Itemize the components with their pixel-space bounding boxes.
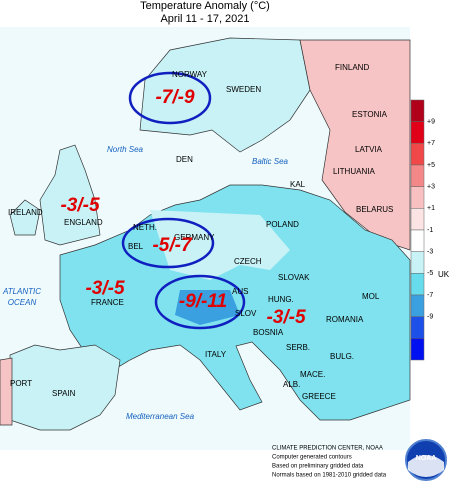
country-label: NETH.: [133, 223, 157, 232]
logo-text: NOAA: [416, 455, 437, 462]
legend-swatch: [410, 143, 425, 166]
anomaly-label: -3/-5: [60, 195, 100, 216]
footer-line: Normals based on 1981-2010 gridded data: [272, 473, 387, 479]
country-labels: FINLAND NORWAY SWEDEN ESTONIA LATVIA DEN…: [8, 63, 450, 401]
logo-wave: [408, 455, 444, 477]
sea-label: North Sea: [107, 145, 144, 154]
footer-line: CLIMATE PREDICTION CENTER, NOAA: [272, 446, 383, 452]
country-label: MOL: [362, 292, 380, 301]
legend-swatch: [410, 294, 425, 317]
ellipse: [121, 217, 215, 269]
country-label: BEL: [128, 242, 144, 251]
legend-label: +9: [427, 119, 435, 126]
country-label: SERB.: [286, 343, 310, 352]
footer-line: Computer generated contours: [272, 455, 352, 461]
country-label: FRANCE: [91, 298, 124, 307]
legend-swatch: [410, 208, 425, 231]
country-label: KAL: [290, 180, 306, 189]
country-label: IRELAND: [8, 208, 43, 217]
country-label: SLOVAK: [278, 273, 310, 282]
legend-swatch: [410, 164, 425, 187]
anomaly-annotations: -7/-9 -3/-5 -5/-7 -3/-5 -9/-11 -3/-5: [60, 87, 306, 328]
country-label: SLOV: [235, 309, 257, 318]
country-label: FINLAND: [335, 63, 369, 72]
country-label: UK: [438, 270, 450, 279]
sea-label: Mediterranean Sea: [126, 412, 195, 421]
cool-area: [150, 210, 290, 280]
legend-label: +5: [427, 162, 435, 169]
country-label: BOSNIA: [253, 328, 284, 337]
britain: [39, 144, 101, 246]
portugal-warm: [0, 357, 13, 426]
legend-swatch: [410, 316, 425, 339]
legend-label: +1: [427, 205, 435, 212]
country-label: CZECH: [234, 257, 262, 266]
country-label: SWEDEN: [226, 85, 261, 94]
title: Temperature Anomaly (°C): [140, 0, 270, 12]
country-label: SPAIN: [52, 389, 76, 398]
country-label: NORWAY: [172, 70, 208, 79]
country-label: LATVIA: [355, 145, 383, 154]
country-label: PORT: [10, 379, 32, 388]
ireland: [9, 199, 41, 236]
legend: +9 +7 +5 +3 +1 -1 -3 -5 -7 -9: [410, 99, 435, 361]
legend-swatch: [410, 121, 425, 144]
legend-label: +7: [427, 140, 435, 147]
legend-swatch: [410, 273, 425, 296]
country-label: AUS: [232, 287, 248, 296]
legend-swatch: [410, 229, 425, 252]
country-label: HUNG.: [268, 295, 294, 304]
sea-label: ATLANTIC: [2, 287, 41, 296]
country-label: MACE.: [300, 370, 325, 379]
iberia: [9, 344, 121, 431]
anomaly-label: -5/-7: [152, 235, 193, 256]
cold-core: [175, 290, 240, 325]
footer: CLIMATE PREDICTION CENTER, NOAA Computer…: [272, 446, 387, 479]
sea-label: Baltic Sea: [252, 157, 289, 166]
legend-swatch: [410, 338, 425, 361]
legend-label: -7: [427, 292, 433, 299]
country-label: GERMANY: [174, 233, 215, 242]
country-label: ROMANIA: [326, 315, 364, 324]
legend-swatch: [410, 99, 425, 122]
legend-swatch: [410, 251, 425, 274]
subtitle: April 11 - 17, 2021: [160, 13, 249, 25]
country-label: DEN: [176, 155, 193, 164]
legend-label: -5: [427, 270, 433, 277]
footer-line: Based on preliminary gridded data: [272, 464, 364, 470]
sea-label: OCEAN: [8, 298, 37, 307]
highlight-ellipses: [121, 71, 246, 330]
ellipse: [128, 71, 212, 125]
legend-label: +3: [427, 184, 435, 191]
country-label: POLAND: [266, 220, 299, 229]
noaa-logo: NOAA: [405, 439, 447, 481]
scandinavia: [139, 37, 311, 153]
country-label: ENGLAND: [64, 218, 103, 227]
sea-labels: North Sea Baltic Sea ATLANTIC OCEAN Medi…: [2, 145, 289, 421]
legend-swatch: [410, 186, 425, 209]
legend-label: -9: [427, 314, 433, 321]
anomaly-label: -3/-5: [85, 278, 125, 299]
country-label: BULG.: [330, 352, 354, 361]
anomaly-label: -3/-5: [266, 307, 306, 328]
land: [0, 37, 411, 431]
country-label: LITHUANIA: [333, 167, 375, 176]
country-label: GREECE: [302, 392, 336, 401]
country-label: ITALY: [205, 350, 227, 359]
country-label: ALB.: [283, 380, 300, 389]
ellipse: [154, 274, 246, 330]
anomaly-label: -9/-11: [179, 291, 227, 312]
country-label: BELARUS: [356, 205, 393, 214]
country-label: ESTONIA: [352, 110, 388, 119]
anomaly-label: -7/-9: [155, 87, 195, 108]
legend-label: -3: [427, 249, 433, 256]
eastern-region: [299, 39, 411, 251]
legend-label: -1: [427, 227, 433, 234]
